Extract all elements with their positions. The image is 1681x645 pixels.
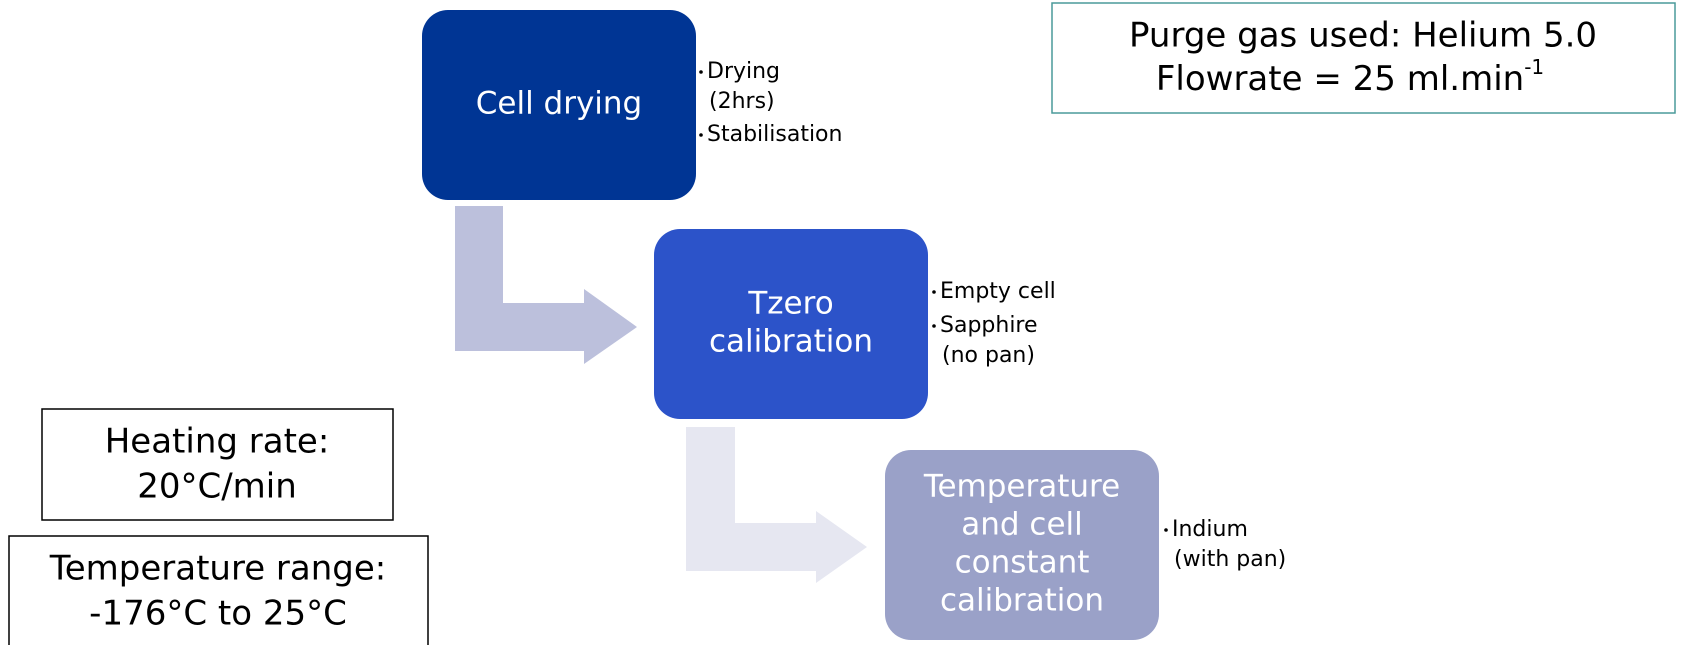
step-box [885, 450, 1159, 640]
bullet-dot [1164, 528, 1168, 532]
info-text: Heating rate: [105, 422, 330, 462]
info-box [41, 408, 394, 521]
info-text: Flowrate = 25 ml.min [1156, 59, 1524, 99]
bullet-text: Empty cell [940, 279, 1056, 304]
info-text: 20°C/min [137, 467, 297, 507]
step-label: calibration [709, 324, 873, 360]
bullet-dot [932, 290, 936, 294]
bullet-text: (with pan) [1174, 547, 1286, 572]
info-box [8, 535, 429, 645]
bullet-text: Stabilisation [707, 122, 842, 147]
bullet-text: Sapphire [940, 313, 1038, 338]
step-label: Cell drying [476, 86, 643, 122]
step-label: and cell [961, 507, 1083, 543]
superscript: -1 [1524, 55, 1544, 79]
step-label: Tzero [747, 286, 833, 322]
bullet-text: (no pan) [942, 343, 1035, 368]
bullet-text: (2hrs) [709, 89, 775, 114]
bullet-dot [932, 324, 936, 328]
info-text: Purge gas used: Helium 5.0 [1129, 16, 1597, 56]
step-box [654, 229, 928, 419]
bullet-dot [699, 70, 703, 74]
step-label: calibration [940, 583, 1104, 619]
info-text: Temperature range: [49, 549, 387, 589]
step-label: Temperature [923, 469, 1120, 505]
info-text: Flowrate = 25 ml.min-1 [1156, 55, 1544, 99]
info-text: -176°C to 25°C [89, 594, 347, 634]
bullet-dot [699, 133, 703, 137]
bullet-text: Drying [707, 59, 780, 84]
step-label: constant [955, 545, 1090, 581]
step-box [422, 10, 696, 200]
arrow [686, 427, 867, 583]
arrow [455, 206, 637, 364]
info-box [1051, 2, 1676, 114]
bullet-text: Indium [1172, 517, 1248, 542]
